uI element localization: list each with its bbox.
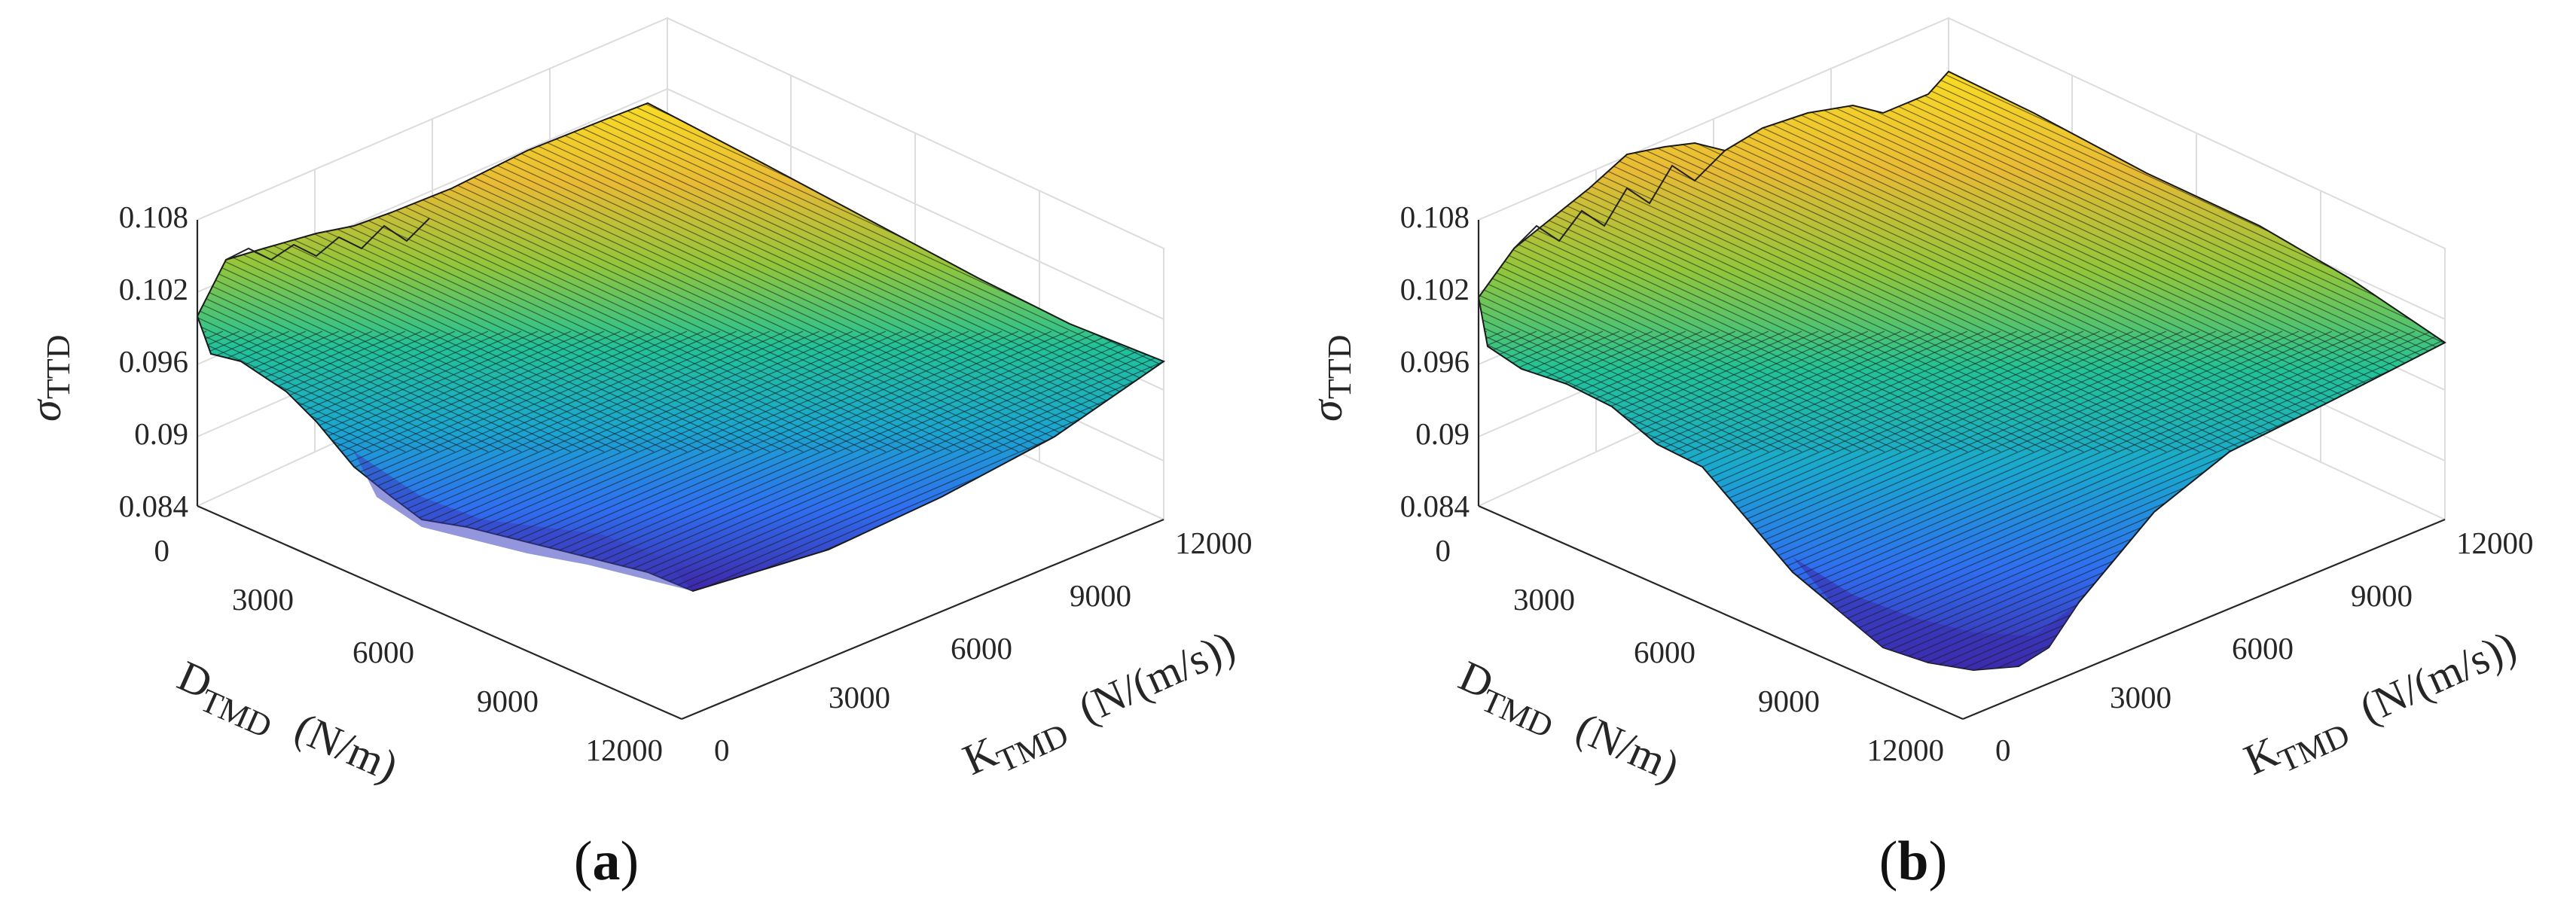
z-axis-symbol: σ [21,398,70,422]
panel-b-xticks: 0 3000 6000 9000 12000 [1436,533,1945,767]
x-tick-label: 12000 [586,733,664,767]
y-axis-unit: (N/(m/s)) [1071,621,1242,733]
x-tick-label: 3000 [1513,582,1575,617]
panel-a-zlabel: σ TTD [21,334,77,422]
y-tick-label: 3000 [2110,680,2172,715]
z-tick-label: 0.096 [119,344,188,379]
panel-a-yticks: 0 3000 6000 9000 12000 [714,526,1253,767]
x-axis-unit: (N/m) [288,703,405,791]
y-tick-label: 9000 [2351,578,2413,613]
x-tick-label: 9000 [477,684,539,718]
panel-a-xlabel: D TMD (N/m) [171,651,405,791]
panel-a-zticks: 0.108 0.102 0.096 0.09 0.084 [119,200,188,523]
caption-letter: a [593,830,621,892]
svg-text:(a): (a) [574,830,639,892]
x-tick-label: 9000 [1758,684,1820,718]
y-tick-label: 9000 [1070,578,1131,613]
x-tick-label: 12000 [1867,733,1945,767]
x-tick-label: 6000 [1634,635,1695,669]
caption-b: (b) [1879,830,1947,892]
surface-b-ridge [1513,150,1726,249]
caption-close: ) [621,830,639,892]
caption-letter: b [1897,830,1928,892]
x-tick-label: 3000 [232,582,294,617]
y-tick-label: 6000 [2232,631,2294,666]
y-tick-label: 6000 [951,631,1012,666]
panel-b-yticks: 0 3000 6000 9000 12000 [1995,526,2534,767]
z-tick-label: 0.096 [1400,344,1470,379]
panel-b-axes [1477,220,2446,721]
surface-a-main [196,102,1166,593]
z-tick-label: 0.084 [1400,489,1470,523]
x-tick-label: 6000 [353,635,414,669]
x-axis-unit: (N/m) [1569,703,1686,791]
z-tick-label: 0.102 [1400,272,1470,306]
z-axis-symbol: σ [1302,398,1351,422]
y-axis-subscript: TMD [2272,716,2355,780]
z-axis-subscript: TTD [40,334,77,399]
caption-close: ) [1929,830,1948,892]
surface-a-dip [354,452,693,591]
x-axis-subscript: TMD [195,681,277,745]
y-tick-label: 3000 [829,680,890,715]
caption-open: ( [1879,830,1898,892]
x-tick-label: 0 [1436,533,1451,568]
panel-a-axes [196,220,1164,721]
svg-text:(b): (b) [1879,830,1947,892]
z-axis-subscript: TTD [1321,334,1358,399]
y-axis-subscript: TMD [991,716,1073,780]
z-tick-label: 0.084 [119,489,188,523]
panel-b-xlabel: D TMD (N/m) [1452,651,1686,791]
y-tick-label: 12000 [2456,526,2534,560]
panel-b-zticks: 0.108 0.102 0.096 0.09 0.084 [1400,200,1470,523]
x-tick-label: 0 [154,533,170,568]
x-axis-subscript: TMD [1476,681,1558,745]
z-tick-label: 0.09 [1415,416,1470,451]
y-tick-label: 12000 [1175,526,1253,560]
z-tick-label: 0.102 [119,272,188,306]
z-tick-label: 0.09 [134,416,188,451]
y-tick-label: 0 [1995,733,2011,767]
z-tick-label: 0.108 [119,200,188,234]
caption-open: ( [574,830,593,892]
y-tick-label: 0 [714,733,730,767]
caption-a: (a) [574,830,639,892]
z-tick-label: 0.108 [1400,200,1470,234]
panel-b-zlabel: σ TTD [1302,334,1358,422]
panel-a-xticks: 0 3000 6000 9000 12000 [154,533,664,767]
y-axis-unit: (N/(m/s)) [2352,621,2523,733]
